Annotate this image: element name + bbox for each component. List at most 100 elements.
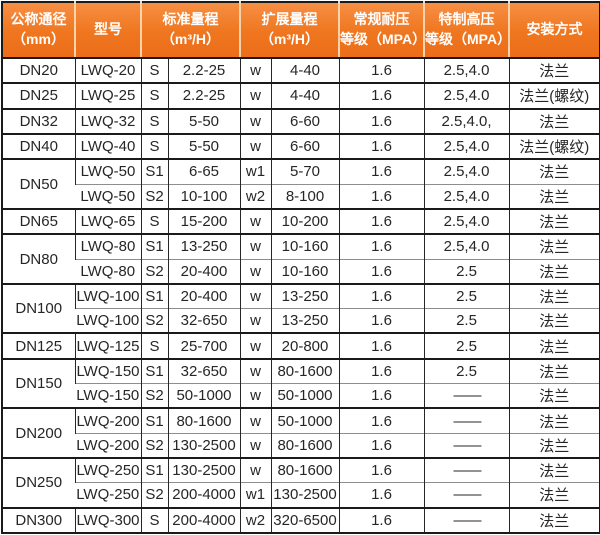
cell-pressure-high: ——	[423, 432, 509, 458]
cell-model: LWQ-50	[74, 158, 141, 185]
cell-model: LWQ-300	[74, 506, 141, 533]
cell-install: 法兰	[508, 56, 600, 84]
cell-pressure-normal: 1.6	[338, 457, 424, 483]
cell-s-label: S	[140, 506, 168, 533]
cell-s-range: 20-400	[167, 282, 240, 309]
table-row: DN150 LWQ-150 S1 32-650 w 80-1600 1.6 2.…	[2, 357, 600, 409]
cell-w-label: w1	[239, 158, 271, 185]
cell-pressure-high: 2.5,4.0	[423, 82, 509, 109]
cell-w-range: 80-1600	[270, 432, 339, 458]
cell-model: LWQ-150	[75, 383, 141, 409]
cell-pressure-high: 2.5,4.0	[423, 183, 509, 209]
cell-w-label: w	[239, 432, 271, 458]
cell-s-range: 2.2-25	[167, 56, 240, 84]
cell-s-label: S1	[140, 357, 168, 384]
cell-model: LWQ-100	[75, 308, 141, 334]
table-row: DN32 LWQ-32 S 5-50 w 6-60 1.6 2.5,4.0, 法…	[2, 107, 600, 134]
header-row: 公称通径 （mm） 型号 标准量程 （m³/H） 扩展量程 （m³/H） 常规耐…	[2, 2, 600, 59]
table-row: LWQ-150 S2 50-1000 w 50-1000 1.6 —— 法兰	[2, 383, 600, 409]
cell-dn: DN200	[2, 407, 75, 458]
cell-w-range: 10-160	[270, 233, 339, 259]
cell-s-label: S2	[140, 432, 168, 458]
cell-w-range: 13-250	[270, 282, 339, 309]
cell-s-range: 130-2500	[167, 432, 240, 458]
cell-w-range: 5-70	[270, 158, 339, 185]
cell-pressure-normal: 1.6	[338, 258, 424, 284]
cell-s-range: 32-650	[167, 308, 240, 334]
cell-s-label: S	[140, 132, 168, 160]
cell-w-range: 10-160	[270, 258, 339, 284]
cell-pressure-normal: 1.6	[338, 357, 424, 384]
cell-s-range: 130-2500	[167, 457, 240, 483]
cell-s-label: S2	[140, 308, 168, 334]
cell-model: LWQ-80	[75, 258, 141, 284]
cell-install: 法兰	[508, 432, 600, 458]
cell-pressure-high: 2.5,4.0	[423, 56, 509, 84]
cell-pressure-high: 2.5	[423, 332, 509, 359]
cell-model: LWQ-32	[74, 107, 141, 134]
cell-model: LWQ-40	[74, 132, 141, 160]
cell-pressure-high: 2.5	[423, 282, 509, 309]
cell-pressure-high: 2.5,4.0	[423, 132, 509, 160]
cell-w-label: w2	[239, 506, 271, 533]
cell-dn: DN300	[2, 506, 75, 533]
cell-pressure-high: ——	[423, 383, 509, 409]
cell-pressure-normal: 1.6	[338, 383, 424, 409]
cell-model: LWQ-200	[75, 432, 141, 458]
table-row: DN300 LWQ-300 S 200-4000 w2 320-6500 1.6…	[2, 506, 600, 533]
cell-s-label: S1	[140, 407, 168, 434]
cell-w-range: 6-60	[270, 107, 339, 134]
cell-install: 法兰	[508, 506, 600, 533]
cell-s-label: S	[140, 107, 168, 134]
cell-pressure-normal: 1.6	[338, 183, 424, 209]
cell-w-label: w	[239, 233, 271, 259]
cell-w-range: 320-6500	[270, 506, 339, 533]
table-row: LWQ-80 S2 20-400 w 10-160 1.6 2.5 法兰	[2, 258, 600, 284]
cell-w-label: w	[239, 132, 271, 160]
cell-s-label: S1	[140, 233, 168, 259]
cell-w-range: 6-60	[270, 132, 339, 160]
col-header-normal-pressure: 常规耐压 等级（MPA）	[338, 2, 426, 59]
table-row: LWQ-250 S2 200-4000 w1 130-2500 1.6 —— 法…	[2, 482, 600, 508]
cell-pressure-normal: 1.6	[338, 482, 424, 508]
table-row: LWQ-200 S2 130-2500 w 80-1600 1.6 —— 法兰	[2, 432, 600, 458]
cell-s-label: S2	[140, 258, 168, 284]
cell-dn: DN25	[2, 82, 75, 109]
cell-s-range: 20-400	[167, 258, 240, 284]
table-row: DN20 LWQ-20 S 2.2-25 w 4-40 1.6 2.5,4.0 …	[2, 56, 600, 84]
cell-model: LWQ-65	[74, 207, 141, 235]
table-row: LWQ-50 S2 10-100 w2 8-100 1.6 2.5,4.0 法兰	[2, 183, 600, 209]
cell-dn: DN100	[2, 282, 75, 334]
cell-w-range: 10-200	[270, 207, 339, 235]
cell-pressure-high: 2.5,4.0	[423, 158, 509, 185]
cell-s-label: S	[140, 207, 168, 235]
cell-pressure-normal: 1.6	[338, 506, 424, 533]
cell-w-range: 80-1600	[270, 457, 339, 483]
cell-w-label: w	[239, 56, 271, 84]
cell-install: 法兰(螺纹)	[508, 132, 600, 160]
table-row: DN25 LWQ-25 S 2.2-25 w 4-40 1.6 2.5,4.0 …	[2, 82, 600, 109]
cell-pressure-normal: 1.6	[338, 82, 424, 109]
cell-install: 法兰	[508, 407, 600, 434]
cell-pressure-normal: 1.6	[338, 233, 424, 259]
cell-model: LWQ-80	[74, 233, 141, 259]
cell-pressure-high: ——	[423, 506, 509, 533]
cell-install: 法兰	[508, 482, 600, 508]
cell-s-label: S	[140, 332, 168, 359]
cell-pressure-high: 2.5,4.0,	[423, 107, 509, 134]
cell-w-label: w1	[239, 482, 271, 508]
cell-w-range: 50-1000	[270, 407, 339, 434]
cell-s-range: 50-1000	[167, 383, 240, 409]
cell-install: 法兰	[508, 107, 600, 134]
cell-install: 法兰	[508, 158, 600, 185]
cell-model: LWQ-250	[74, 457, 141, 483]
cell-pressure-high: 2.5	[423, 258, 509, 284]
cell-w-label: w	[239, 332, 271, 359]
cell-s-range: 2.2-25	[167, 82, 240, 109]
cell-w-label: w	[239, 107, 271, 134]
cell-w-label: w	[239, 82, 271, 109]
cell-pressure-high: 2.5	[423, 357, 509, 384]
cell-model: LWQ-200	[74, 407, 141, 434]
cell-pressure-normal: 1.6	[338, 132, 424, 160]
